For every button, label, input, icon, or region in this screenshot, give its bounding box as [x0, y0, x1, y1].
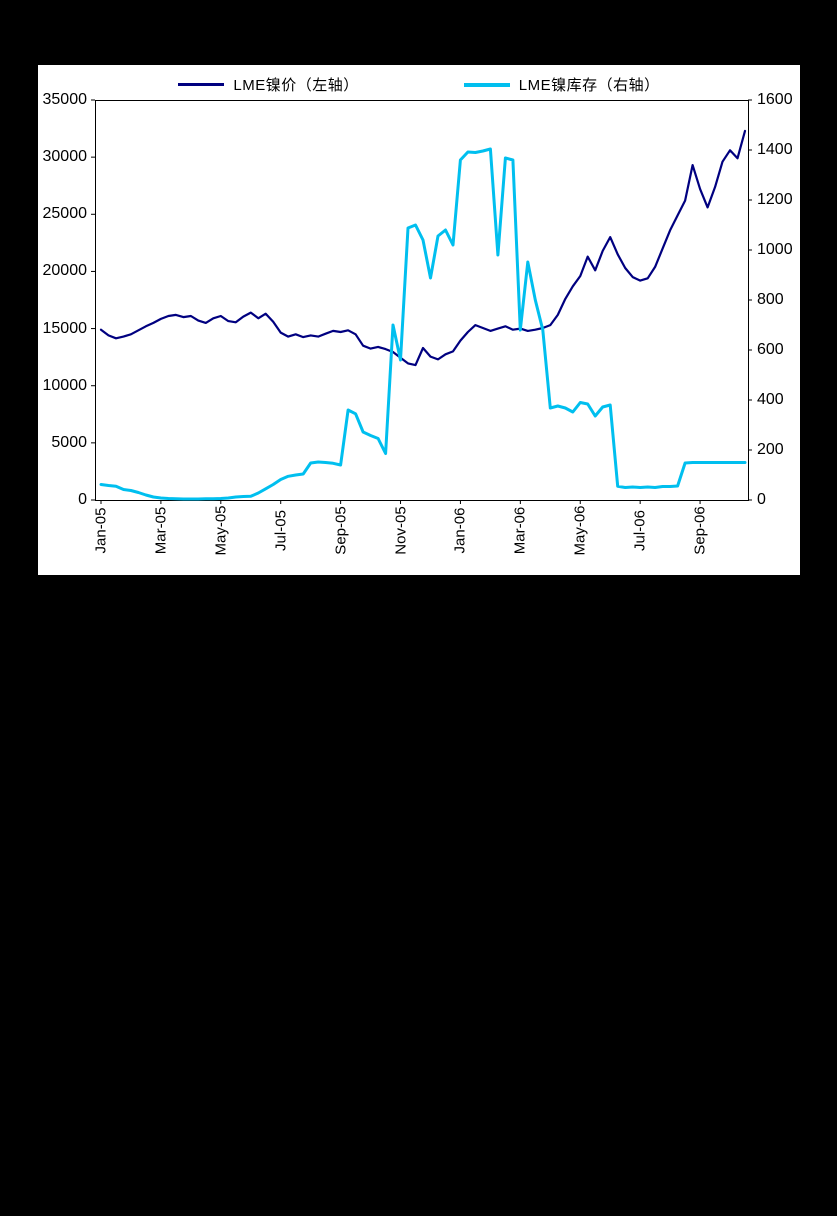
chart-plot: [91, 99, 752, 504]
y-axis-left-tick-label: 35000: [42, 91, 88, 108]
y-axis-right-tick-label: 1000: [757, 241, 793, 258]
legend-label-price: LME镍价（左轴）: [233, 77, 359, 94]
inventory-line-swatch: [463, 82, 510, 87]
chart-legend: LME镍价（左轴） LME镍库存（右轴）: [38, 74, 800, 95]
price-line-series: [99, 129, 747, 367]
y-axis-left-tick-label: 0: [78, 491, 87, 508]
y-axis-right-tick-label: 400: [757, 391, 784, 408]
y-axis-right-tick-label: 0: [757, 491, 766, 508]
y-axis-right-tick-label: 200: [757, 441, 784, 458]
y-axis-left-tick-label: 20000: [42, 262, 88, 280]
y-axis-left-tick-label: 15000: [42, 319, 88, 337]
inventory-line-series: [99, 147, 747, 501]
y-axis-right-tick-label: 600: [757, 341, 784, 358]
y-axis-left-tick-label: 5000: [51, 433, 87, 451]
y-axis-right-tick-label: 800: [757, 291, 784, 308]
y-axis-right-tick-label: 1600: [757, 91, 793, 108]
chart-panel: LME镍价（左轴） LME镍库存（右轴） 0 5000 10000 15000 2000…: [38, 65, 800, 575]
y-axis-right-tick-label: 1200: [757, 191, 793, 208]
price-line-swatch: [178, 83, 225, 86]
legend-item-price: LME镍价（左轴）: [178, 74, 358, 95]
y-axis-left-tick-label: 10000: [42, 376, 88, 394]
y-axis-right-tick-label: 1400: [757, 141, 793, 158]
legend-label-inventory: LME镍库存（右轴）: [518, 77, 660, 94]
y-axis-left-tick-label: 30000: [42, 148, 88, 166]
legend-item-inventory: LME镍库存（右轴）: [463, 74, 660, 95]
y-axis-left-tick-label: 25000: [42, 205, 88, 223]
plot-area-border: [95, 100, 749, 501]
